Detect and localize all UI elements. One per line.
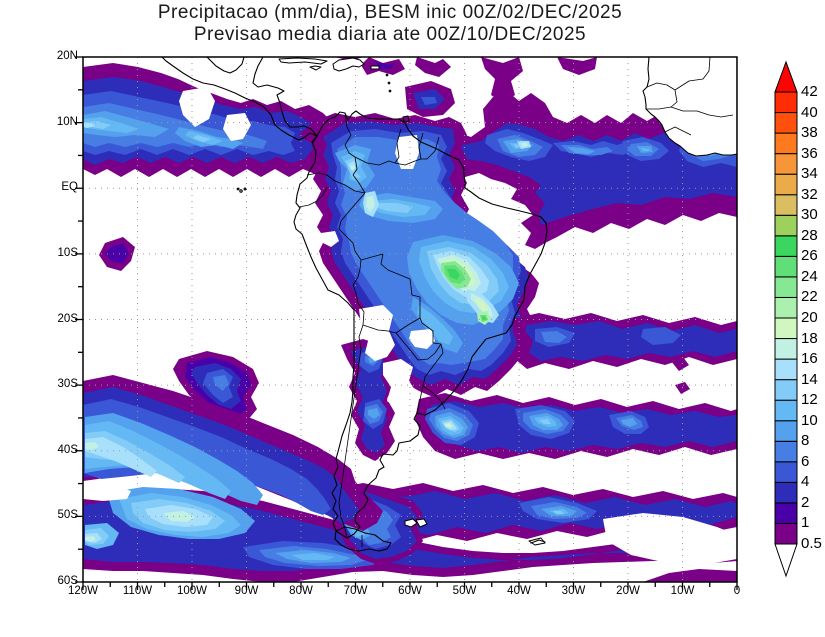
lat-tick-label: 40S [57, 443, 78, 456]
colorbar-level-label: 0.5 [801, 535, 822, 552]
colorbar-level-label: 1 [801, 514, 810, 532]
tick-marks [75, 56, 738, 590]
lat-tick-label: 50S [57, 509, 78, 522]
colorbar-segment [774, 173, 798, 196]
lat-tick-label: 30S [57, 378, 78, 391]
colorbar-level-label: 24 [801, 267, 818, 285]
lat-tick-label: 20S [57, 312, 78, 325]
lon-tick-label: 50W [452, 585, 477, 597]
colorbar-segment [774, 399, 798, 422]
lon-tick-label: 60W [398, 585, 422, 597]
lon-tick-label: 120W [67, 585, 99, 597]
lat-tick-label: 20N [56, 50, 78, 62]
colorbar-segment [774, 420, 798, 442]
colorbar-over-arrow [774, 60, 798, 93]
colorbar-level-label: 30 [801, 206, 818, 224]
lon-tick-label: 40W [507, 585, 531, 597]
map-frame [82, 56, 738, 583]
colorbar-segment [774, 358, 798, 381]
colorbar-segment [774, 255, 798, 278]
colorbar-segment [774, 153, 798, 175]
colorbar-segment [774, 481, 798, 504]
colorbar-segment [774, 112, 798, 134]
colorbar-level-label: 8 [801, 432, 810, 450]
coastlines [161, 57, 548, 552]
colorbar-segment [774, 91, 798, 114]
lon-tick-label: 20W [616, 585, 640, 597]
lat-tick-label: 10S [57, 246, 78, 259]
lon-tick-label: 80W [289, 585, 313, 597]
colorbar-level-label: 20 [801, 309, 818, 326]
lon-tick-label: 0 [733, 585, 741, 597]
colorbar-level-label: 16 [801, 350, 818, 368]
lon-tick-label: 30W [561, 585, 586, 597]
colorbar-segment [774, 317, 798, 340]
africa-landmass [642, 57, 737, 157]
lon-tick-label: 100W [176, 585, 208, 597]
colorbar [774, 60, 798, 578]
precipitation-shading [83, 57, 737, 582]
islands [278, 57, 546, 546]
colorbar-segment [774, 461, 798, 483]
gridlines [83, 57, 737, 582]
colorbar-segment [774, 132, 798, 155]
colorbar-level-label: 12 [801, 391, 818, 409]
colorbar-level-label: 4 [801, 473, 810, 491]
colorbar-under-arrow [774, 543, 798, 578]
country-borders [298, 112, 446, 547]
south-georgia-coast [530, 539, 546, 544]
colorbar-level-label: 6 [801, 452, 810, 470]
chart-subtitle: Previsao media diaria ate 00Z/10/DEC/202… [193, 24, 587, 45]
colorbar-level-label: 38 [801, 124, 818, 142]
lon-tick-label: 10W [670, 585, 695, 597]
colorbar-segment [774, 194, 798, 216]
colorbar-level-label: 42 [801, 83, 818, 100]
lat-tick-label: 10N [56, 115, 78, 128]
colorbar-level-label: 40 [801, 103, 818, 121]
colorbar-level-label: 34 [801, 165, 818, 183]
colorbar-segment [774, 502, 798, 524]
lon-tick-label: 90W [234, 585, 259, 597]
lat-tick-label: EQ [61, 181, 78, 194]
lon-tick-label: 110W [122, 585, 153, 597]
lat-tick-label: 60S [57, 575, 78, 587]
colorbar-level-label: 10 [801, 411, 818, 429]
colorbar-level-label: 26 [801, 247, 818, 265]
colorbar-segment [774, 379, 798, 401]
colorbar-level-label: 14 [801, 370, 818, 388]
colorbar-level-label: 28 [801, 226, 818, 244]
colorbar-segment [774, 235, 798, 257]
colorbar-segment [774, 214, 798, 237]
lon-tick-label: 70W [343, 585, 368, 597]
colorbar-level-label: 22 [801, 288, 818, 306]
colorbar-level-label: 36 [801, 144, 818, 162]
colorbar-level-label: 18 [801, 329, 818, 347]
colorbar-segment [774, 338, 798, 360]
colorbar-level-label: 2 [801, 493, 810, 511]
map-area [83, 57, 737, 582]
chart-title: Precipitacao (mm/dia), BESM inic 00Z/02/… [157, 2, 623, 23]
colorbar-segment [774, 522, 798, 545]
dry-pockets [83, 87, 737, 565]
colorbar-segment [774, 296, 798, 319]
colorbar-level-label: 32 [801, 185, 818, 203]
colorbar-segment [774, 276, 798, 298]
colorbar-segment [774, 440, 798, 463]
